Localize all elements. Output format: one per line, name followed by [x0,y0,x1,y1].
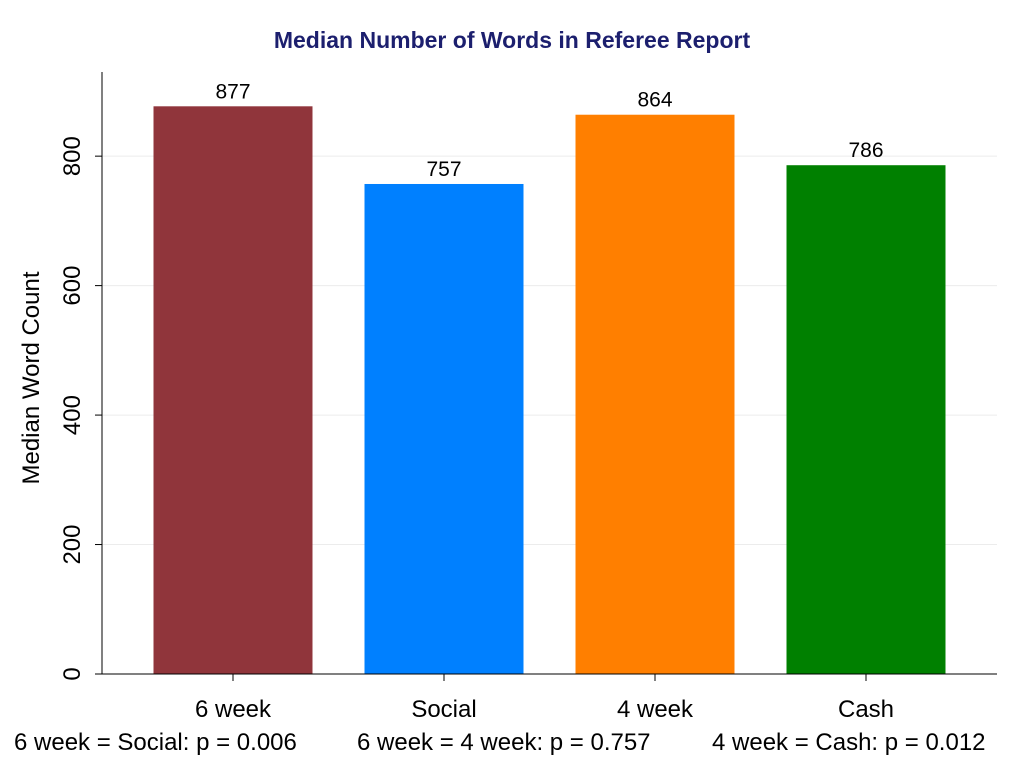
bar-cash [786,165,946,675]
data-label: 864 [637,89,672,112]
bar-6-week [153,106,313,675]
data-label: 877 [215,80,250,103]
y-tick-label: 600 [59,266,86,306]
y-tick-label: 400 [59,395,86,435]
x-tick-label: 4 week [617,696,694,723]
bar-4-week [575,114,735,674]
bars [153,106,946,675]
y-tick-label: 0 [59,667,86,680]
bar-social [364,183,524,675]
y-axis-title: Median Word Count [18,271,45,484]
p-value-note: 6 week = 4 week: p = 0.757 [357,729,651,756]
data-label: 786 [848,139,883,162]
x-tick-label: 6 week [195,696,272,723]
y-tick-label: 200 [59,525,86,565]
chart-title: Median Number of Words in Referee Report [274,27,751,53]
y-tick-label: 800 [59,136,86,176]
x-tick-label: Social [411,696,476,723]
data-labels: 877 757 864 786 [215,80,883,181]
p-value-note: 6 week = Social: p = 0.006 [14,729,297,756]
p-value-annotations: 6 week = Social: p = 0.006 6 week = 4 wee… [14,729,986,756]
x-tick-label: Cash [838,696,894,723]
p-value-note: 4 week = Cash: p = 0.012 [712,729,986,756]
data-label: 757 [426,158,461,181]
axes: 0 200 400 600 800 6 week Social 4 week Cash [59,72,997,723]
